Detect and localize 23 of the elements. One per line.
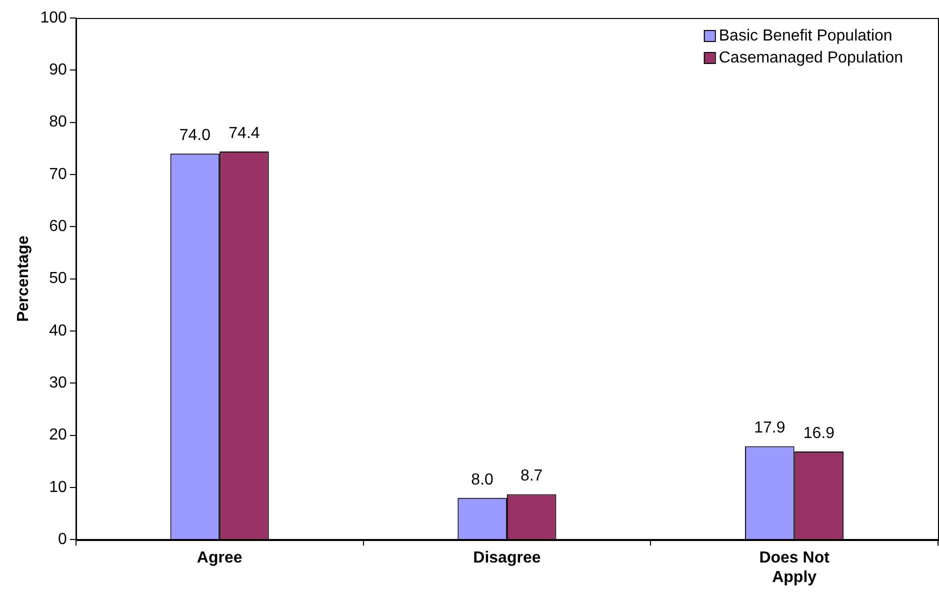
y-tick-label: 20 xyxy=(49,426,67,444)
data-label: 8.0 xyxy=(471,471,494,488)
legend-label: Basic Benefit Population xyxy=(718,27,892,44)
x-tick-label: Agree xyxy=(196,550,242,567)
data-label: 74.4 xyxy=(228,124,260,142)
y-tick-label: 50 xyxy=(49,270,67,288)
x-tick-label: Disagree xyxy=(473,550,541,567)
data-label: 74.0 xyxy=(179,127,211,144)
y-tick-label: 90 xyxy=(49,62,67,79)
y-tick-label: 10 xyxy=(49,478,67,496)
y-axis-title: Percentage xyxy=(15,236,32,322)
y-tick-label: 100 xyxy=(40,9,67,26)
data-label: 17.9 xyxy=(754,420,786,437)
data-label: 16.9 xyxy=(803,424,835,442)
y-tick-label: 80 xyxy=(49,114,67,131)
y-tick-label: 30 xyxy=(49,374,67,392)
data-label: 8.7 xyxy=(520,468,543,485)
y-tick-label: 40 xyxy=(49,322,67,340)
y-tick-label: 70 xyxy=(49,166,67,183)
y-tick-label: 0 xyxy=(58,531,67,548)
legend-label: Casemanaged Population xyxy=(718,49,904,66)
x-tick-label: Does Not Apply xyxy=(759,550,830,586)
y-tick-label: 60 xyxy=(49,218,67,236)
